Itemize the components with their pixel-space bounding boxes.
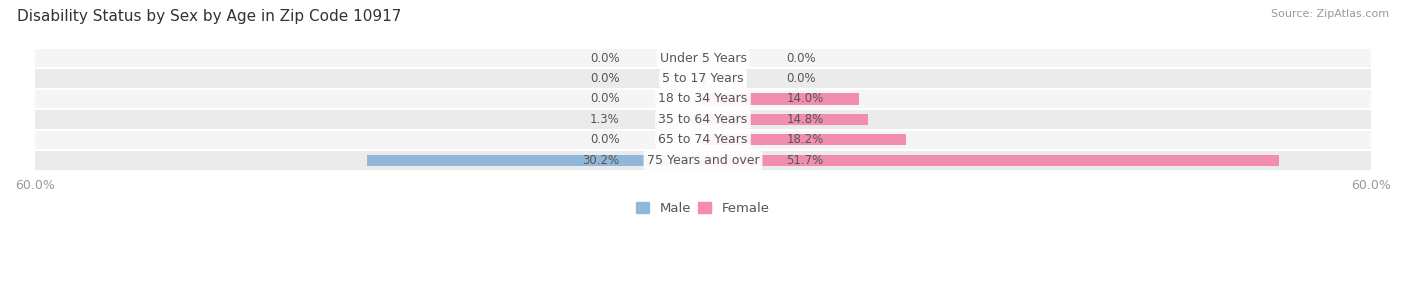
Text: 0.0%: 0.0%: [786, 72, 815, 85]
Text: 0.0%: 0.0%: [591, 72, 620, 85]
Text: 1.3%: 1.3%: [589, 113, 620, 126]
Text: 14.8%: 14.8%: [786, 113, 824, 126]
Text: 35 to 64 Years: 35 to 64 Years: [658, 113, 748, 126]
Text: 0.0%: 0.0%: [591, 52, 620, 64]
Text: 0.0%: 0.0%: [591, 133, 620, 146]
Bar: [703, 134, 905, 146]
Bar: [35, 130, 1371, 149]
Bar: [700, 53, 703, 64]
Text: 18.2%: 18.2%: [786, 133, 824, 146]
Legend: Male, Female: Male, Female: [631, 196, 775, 220]
Text: Under 5 Years: Under 5 Years: [659, 52, 747, 64]
Bar: [35, 110, 1371, 129]
Text: 30.2%: 30.2%: [582, 154, 620, 167]
Bar: [689, 114, 703, 125]
Bar: [700, 134, 703, 146]
Bar: [703, 114, 868, 125]
Text: 0.0%: 0.0%: [591, 92, 620, 105]
Text: 51.7%: 51.7%: [786, 154, 824, 167]
Bar: [703, 73, 706, 84]
Bar: [35, 69, 1371, 88]
Text: Disability Status by Sex by Age in Zip Code 10917: Disability Status by Sex by Age in Zip C…: [17, 9, 401, 24]
Text: 65 to 74 Years: 65 to 74 Years: [658, 133, 748, 146]
Text: 18 to 34 Years: 18 to 34 Years: [658, 92, 748, 105]
Bar: [700, 93, 703, 105]
Bar: [35, 90, 1371, 108]
Text: 75 Years and over: 75 Years and over: [647, 154, 759, 167]
Bar: [703, 93, 859, 105]
Text: Source: ZipAtlas.com: Source: ZipAtlas.com: [1271, 9, 1389, 19]
Text: 0.0%: 0.0%: [786, 52, 815, 64]
Text: 5 to 17 Years: 5 to 17 Years: [662, 72, 744, 85]
Bar: [703, 53, 706, 64]
Bar: [35, 151, 1371, 170]
Bar: [35, 49, 1371, 67]
Bar: [703, 155, 1278, 166]
Text: 14.0%: 14.0%: [786, 92, 824, 105]
Bar: [700, 73, 703, 84]
Bar: [367, 155, 703, 166]
